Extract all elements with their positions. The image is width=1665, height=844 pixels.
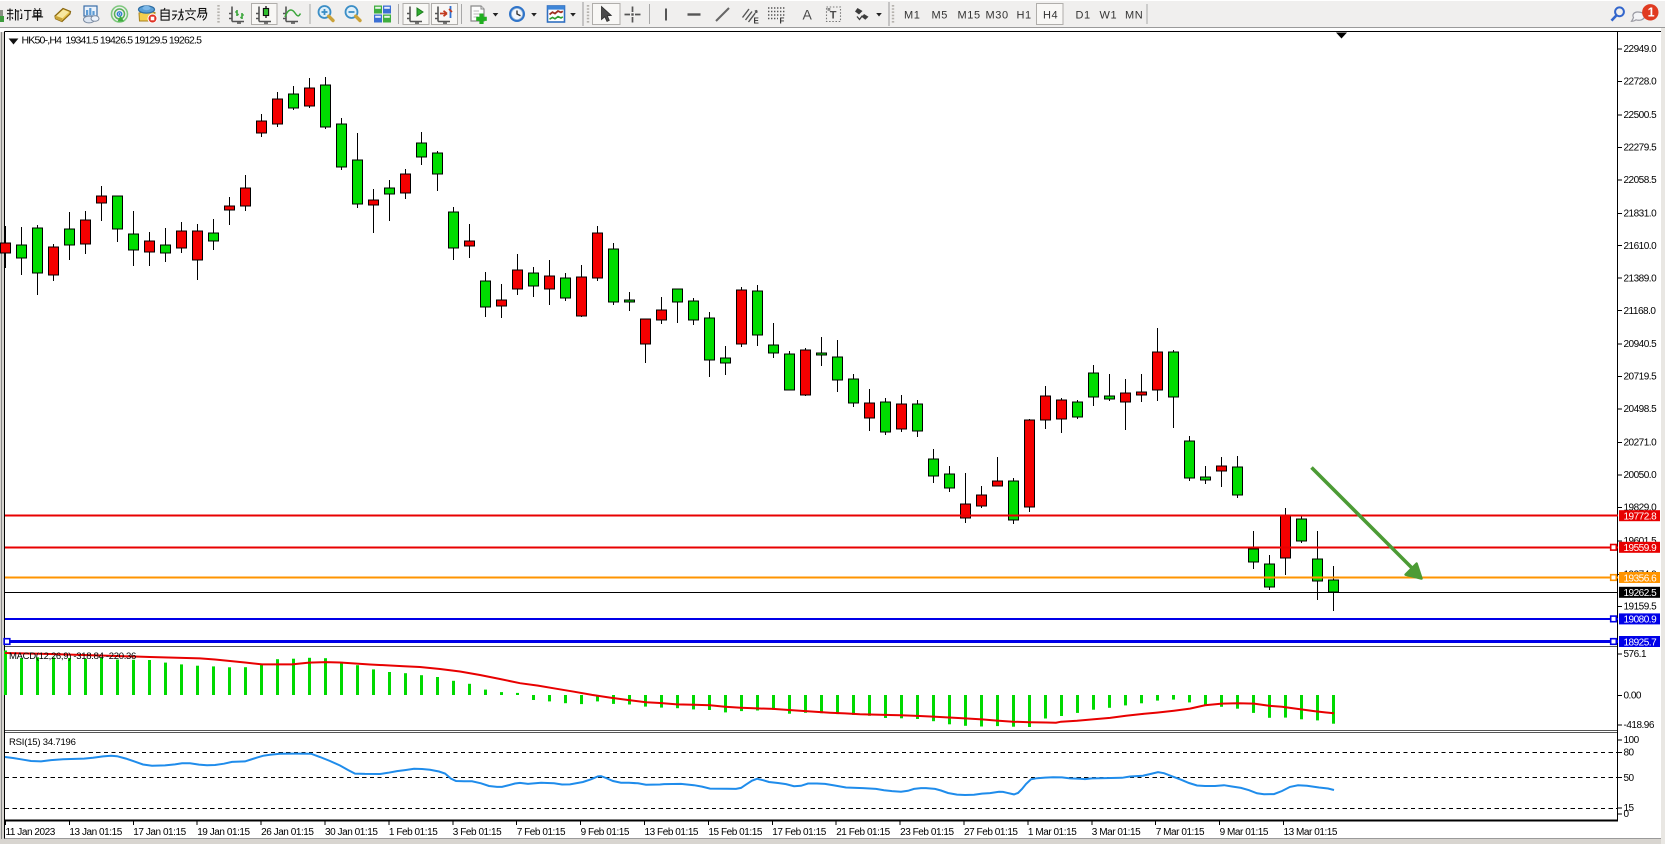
svg-text:M1: M1 [904, 10, 920, 22]
svg-text:19262.5: 19262.5 [1624, 588, 1658, 599]
svg-text:H4: H4 [1043, 10, 1058, 22]
svg-text:21389.0: 21389.0 [1624, 273, 1658, 284]
svg-text:D1: D1 [1076, 10, 1091, 22]
svg-text:19772.8: 19772.8 [1624, 512, 1658, 523]
svg-text:19080.9: 19080.9 [1624, 615, 1658, 626]
svg-text:18925.7: 18925.7 [1624, 637, 1658, 648]
svg-text:11 Jan 2023: 11 Jan 2023 [6, 827, 56, 838]
svg-text:20050.0: 20050.0 [1624, 470, 1658, 481]
svg-text:21 Feb 01:15: 21 Feb 01:15 [836, 827, 890, 838]
svg-text:22949.0: 22949.0 [1624, 44, 1658, 55]
svg-text:50: 50 [1624, 773, 1635, 784]
svg-text:F: F [780, 17, 785, 26]
svg-text:22728.0: 22728.0 [1624, 77, 1658, 88]
svg-text:3 Feb 01:15: 3 Feb 01:15 [453, 827, 502, 838]
svg-text:20719.5: 20719.5 [1624, 372, 1658, 383]
svg-text:H1: H1 [1017, 10, 1032, 22]
svg-text:15 Feb 01:15: 15 Feb 01:15 [708, 827, 762, 838]
svg-text:1: 1 [1648, 6, 1655, 20]
svg-text:RSI(15) 34.7196: RSI(15) 34.7196 [9, 737, 76, 748]
svg-text:MACD(12,26,9) -318.84 -220.36: MACD(12,26,9) -318.84 -220.36 [9, 651, 136, 662]
svg-text:23 Feb 01:15: 23 Feb 01:15 [900, 827, 954, 838]
svg-text:7 Mar 01:15: 7 Mar 01:15 [1156, 827, 1205, 838]
svg-text:A: A [803, 7, 813, 23]
svg-text:3 Mar 01:15: 3 Mar 01:15 [1092, 827, 1141, 838]
svg-text:E: E [754, 17, 760, 26]
svg-text:HK50-,H4 19341.5 19426.5 1912: HK50-,H4 19341.5 19426.5 19129.5 19262.5 [22, 35, 203, 47]
svg-text:T: T [830, 10, 837, 22]
svg-text:13 Jan 01:15: 13 Jan 01:15 [69, 827, 122, 838]
svg-text:MN: MN [1125, 10, 1143, 22]
svg-text:100: 100 [1624, 735, 1640, 746]
svg-text:0: 0 [1624, 809, 1630, 820]
svg-text:1 Feb 01:15: 1 Feb 01:15 [389, 827, 438, 838]
svg-text:27 Feb 01:15: 27 Feb 01:15 [964, 827, 1018, 838]
svg-text:21610.0: 21610.0 [1624, 241, 1658, 252]
svg-text:22279.5: 22279.5 [1624, 143, 1658, 154]
svg-text:19356.6: 19356.6 [1624, 573, 1658, 584]
svg-text:19601.5: 19601.5 [1624, 536, 1658, 547]
svg-text:9 Feb 01:15: 9 Feb 01:15 [581, 827, 630, 838]
svg-text:19829.0: 19829.0 [1624, 503, 1658, 514]
svg-text:13 Feb 01:15: 13 Feb 01:15 [645, 827, 699, 838]
svg-text:15: 15 [1624, 803, 1635, 814]
svg-text:20271.0: 20271.0 [1624, 438, 1658, 449]
svg-text:19559.9: 19559.9 [1624, 543, 1658, 554]
svg-text:13 Mar 01:15: 13 Mar 01:15 [1284, 827, 1338, 838]
svg-text:30 Jan 01:15: 30 Jan 01:15 [325, 827, 378, 838]
svg-text:26 Jan 01:15: 26 Jan 01:15 [261, 827, 314, 838]
svg-text:M5: M5 [932, 10, 948, 22]
svg-text:576.1: 576.1 [1624, 649, 1647, 660]
svg-text:17 Jan 01:15: 17 Jan 01:15 [133, 827, 186, 838]
svg-text:9 Mar 01:15: 9 Mar 01:15 [1220, 827, 1269, 838]
svg-text:1 Mar 01:15: 1 Mar 01:15 [1028, 827, 1077, 838]
svg-text:80: 80 [1624, 748, 1635, 759]
svg-text:21168.0: 21168.0 [1624, 306, 1657, 317]
svg-text:20940.5: 20940.5 [1624, 339, 1658, 350]
svg-text:0.00: 0.00 [1624, 691, 1642, 702]
svg-text:W1: W1 [1100, 10, 1118, 22]
svg-text:19159.5: 19159.5 [1624, 601, 1658, 612]
svg-text:22500.5: 22500.5 [1624, 110, 1658, 121]
svg-text:22058.5: 22058.5 [1624, 175, 1658, 186]
svg-text:21831.0: 21831.0 [1624, 208, 1658, 219]
svg-text:19 Jan 01:15: 19 Jan 01:15 [197, 827, 250, 838]
svg-text:-418.96: -418.96 [1624, 720, 1655, 731]
svg-text:M30: M30 [986, 10, 1009, 22]
svg-text:17 Feb 01:15: 17 Feb 01:15 [772, 827, 826, 838]
svg-text:20498.5: 20498.5 [1624, 404, 1658, 415]
svg-text:M15: M15 [958, 10, 981, 22]
svg-text:7 Feb 01:15: 7 Feb 01:15 [517, 827, 566, 838]
